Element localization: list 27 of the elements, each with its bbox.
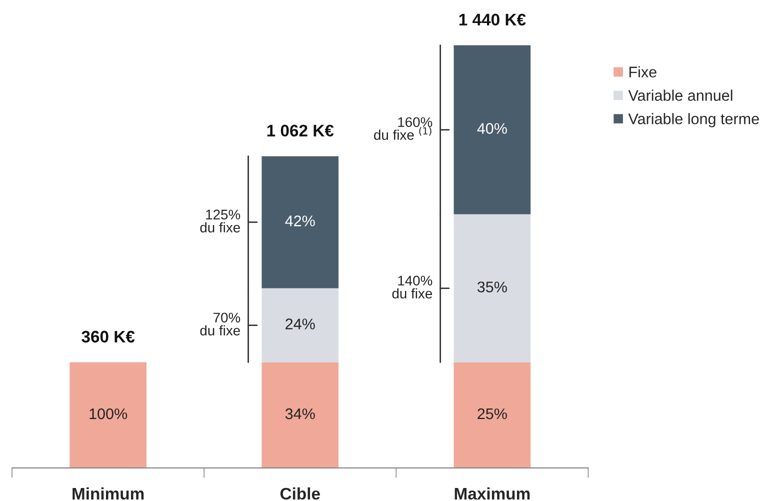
annotation: 70% du fixe	[200, 312, 240, 336]
annotation: 360 K€	[82, 330, 135, 343]
annotation: 140% du fixe	[392, 276, 432, 298]
annotation: 35%	[477, 282, 507, 292]
x-tick-label: Maximum	[454, 487, 530, 500]
bar	[454, 214, 531, 362]
bar	[454, 45, 531, 214]
annotation: 24%	[286, 318, 315, 330]
bar	[70, 362, 146, 468]
annotation: 42%	[285, 216, 315, 226]
legend-label: Variable long terme	[628, 113, 759, 128]
annotation: 40%	[477, 123, 507, 134]
bar	[262, 362, 339, 468]
x-tick-label: Cible	[280, 487, 320, 500]
text: 1 440 K€	[459, 14, 526, 26]
legend-label: Variable annuel	[628, 90, 732, 101]
annotation: 160% du fixe $^{(1)}$	[374, 117, 432, 140]
annotation: 100%	[90, 408, 128, 420]
legend-label: Fixe	[629, 66, 656, 78]
x-tick-label: Minimum	[72, 487, 144, 500]
annotation: 125% du fixe	[200, 210, 240, 232]
bar	[262, 156, 339, 288]
annotation: 34%	[285, 408, 315, 420]
bar	[262, 288, 339, 362]
annotation: 25%	[478, 408, 507, 420]
annotation: 1 062 K€	[267, 124, 334, 137]
bar	[454, 362, 531, 468]
